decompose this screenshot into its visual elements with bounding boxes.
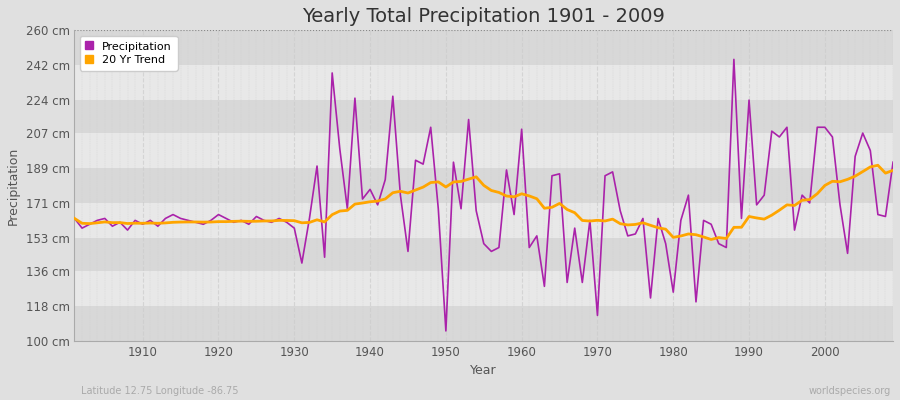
Title: Yearly Total Precipitation 1901 - 2009: Yearly Total Precipitation 1901 - 2009 (302, 7, 665, 26)
Text: worldspecies.org: worldspecies.org (809, 386, 891, 396)
Bar (75, 100, 893, 133)
Text: Latitude 12.75 Longitude -86.75: Latitude 12.75 Longitude -86.75 (81, 386, 239, 396)
Bar (75, 271, 893, 306)
Bar (75, 203, 893, 238)
Bar (75, 306, 893, 341)
Bar (75, 65, 893, 100)
Bar (75, 133, 893, 168)
Bar (75, 30, 893, 65)
Bar (75, 168, 893, 203)
Y-axis label: Precipitation: Precipitation (7, 146, 20, 224)
Bar (75, 238, 893, 271)
Legend: Precipitation, 20 Yr Trend: Precipitation, 20 Yr Trend (80, 36, 177, 70)
X-axis label: Year: Year (471, 364, 497, 377)
